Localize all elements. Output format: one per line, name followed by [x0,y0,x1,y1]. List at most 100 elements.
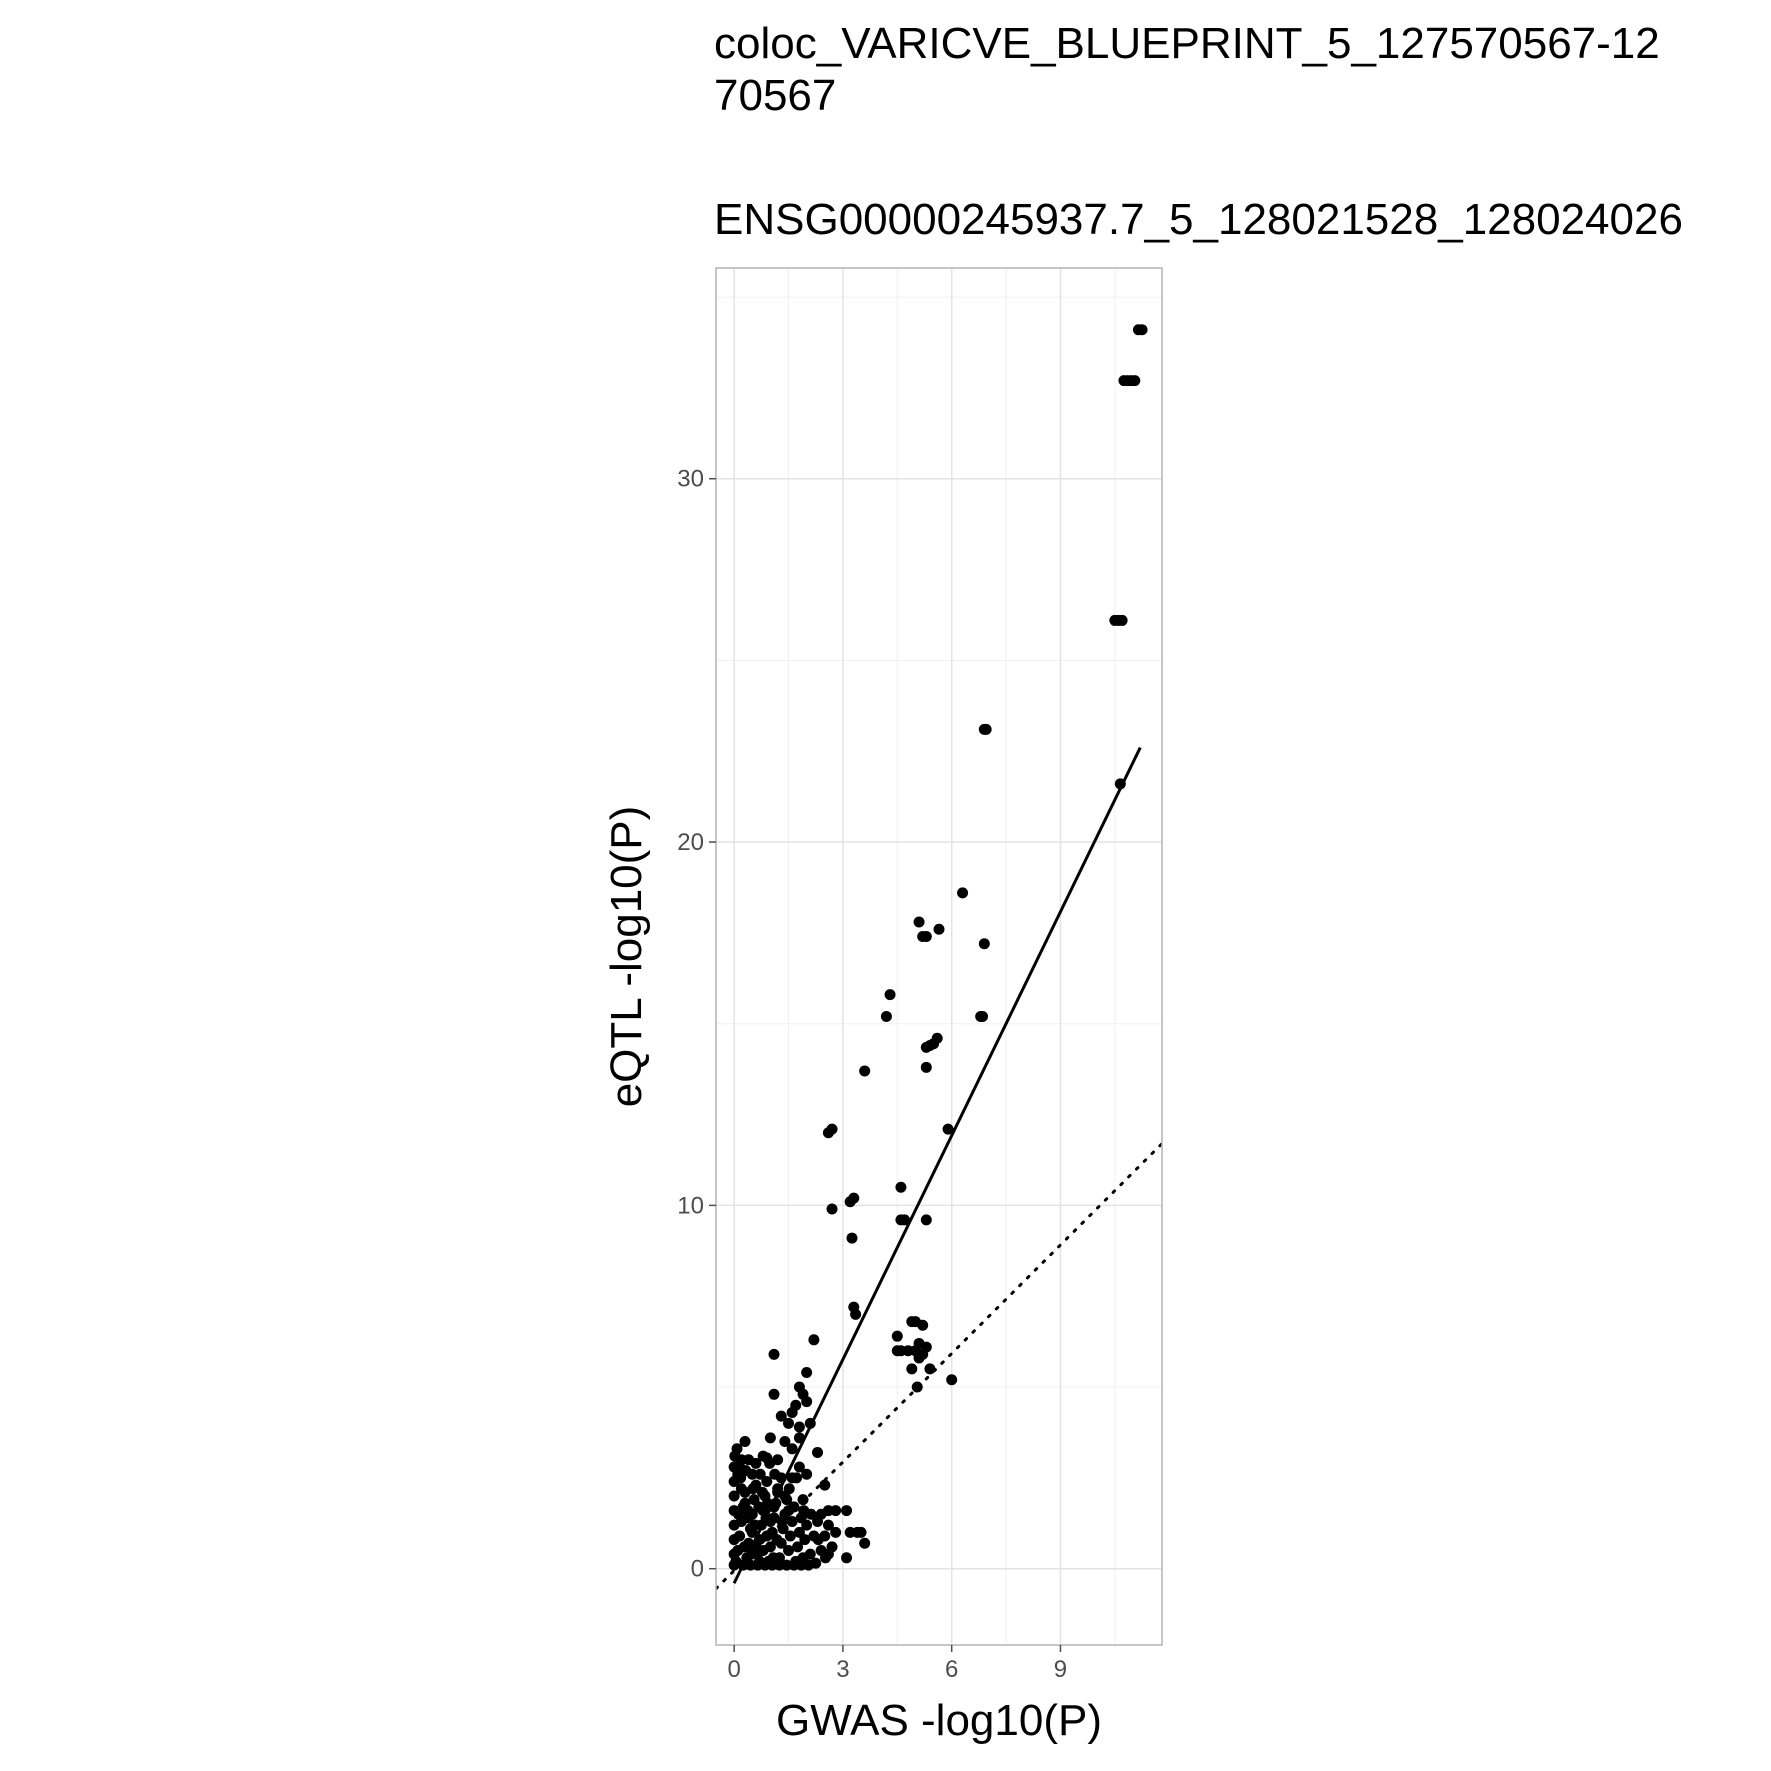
data-point [728,1490,740,1502]
data-point [920,1041,932,1053]
data-point [754,1468,766,1480]
data-point [731,1443,743,1455]
data-point [978,938,990,950]
data-point [756,1486,768,1498]
data-point [771,1534,783,1546]
data-point [931,1032,943,1044]
data-point [783,1545,795,1557]
data-point [728,1548,740,1560]
data-point [792,1541,804,1553]
data-point [891,1345,903,1357]
data-point [793,1461,805,1473]
data-point [801,1468,813,1480]
data-point [728,1519,740,1531]
data-point [735,1472,747,1484]
data-point [738,1541,750,1553]
data-point [760,1512,772,1524]
data-point [750,1457,762,1469]
data-point [826,1123,838,1135]
panel-border [715,267,1163,1646]
data-point [761,1476,773,1488]
data-point [732,1508,744,1520]
data-point [783,1417,795,1429]
data-point [804,1417,816,1429]
data-point [920,1061,932,1073]
data-point [786,1406,798,1418]
data-point [913,916,925,928]
data-point [946,1374,958,1386]
data-point [786,1443,798,1455]
regression-line [732,746,1142,1584]
data-point [739,1436,751,1448]
data-point [790,1472,802,1484]
data-point [933,923,945,935]
data-point [913,1352,925,1364]
data-point [812,1534,824,1546]
major-gridlines [716,268,1162,1645]
data-point [799,1534,811,1546]
data-point [846,1232,858,1244]
data-point [776,1515,788,1527]
data-point [841,1505,853,1517]
data-point [779,1436,791,1448]
x-tick-label: 3 [836,1656,849,1683]
data-point [826,1541,838,1553]
data-point [775,1410,787,1422]
y-tick-label: 0 [691,1556,704,1583]
data-point [841,1552,853,1564]
data-point [1116,614,1128,626]
data-point [911,1381,923,1393]
data-point [747,1483,759,1495]
data-point [826,1203,838,1215]
data-point [742,1505,754,1517]
data-point [786,1515,798,1527]
data-point [784,1530,796,1542]
data-point [783,1505,795,1517]
data-point [801,1396,813,1408]
data-point [810,1557,822,1569]
x-tick-label: 0 [727,1656,740,1683]
chart-title: coloc_VARICVE_BLUEPRINT_5_127570567-12 7… [714,19,1660,120]
data-point [735,1483,747,1495]
data-point [957,887,969,899]
data-point [793,1432,805,1444]
y-tick-label: 30 [677,466,704,493]
data-point [920,1214,932,1226]
data-points [728,324,1148,1571]
y-axis-ticks: 0 10 20 30 [677,466,716,1583]
x-axis-ticks: 0 3 6 9 [727,1645,1067,1683]
data-point [767,1552,779,1564]
data-point [891,1330,903,1342]
data-point [1136,324,1148,336]
data-point [769,1468,781,1480]
data-point [906,1363,918,1375]
data-point [820,1552,832,1564]
data-point [764,1432,776,1444]
data-point [859,1065,871,1077]
data-point [793,1421,805,1433]
chart-subtitle: ENSG00000245937.7_5_128021528_128024026 [714,195,1683,244]
data-point [797,1494,809,1506]
data-point [848,1192,860,1204]
y-axis-title: eQTL -log10(P) [602,806,651,1108]
data-point [761,1497,773,1509]
data-point [746,1548,758,1560]
data-point [808,1334,820,1346]
data-point [884,989,896,1001]
data-point [1114,778,1126,790]
data-point [753,1501,765,1513]
data-point [1129,375,1141,387]
data-point [859,1537,871,1549]
data-point [812,1446,824,1458]
data-point [728,1559,740,1571]
data-point [801,1367,813,1379]
data-point [822,1519,834,1531]
data-point [757,1545,769,1557]
data-point [768,1388,780,1400]
data-point [801,1519,813,1531]
data-point [920,931,932,943]
data-point [764,1457,776,1469]
data-point [830,1505,842,1517]
data-point [924,1363,936,1375]
data-point [812,1515,824,1527]
